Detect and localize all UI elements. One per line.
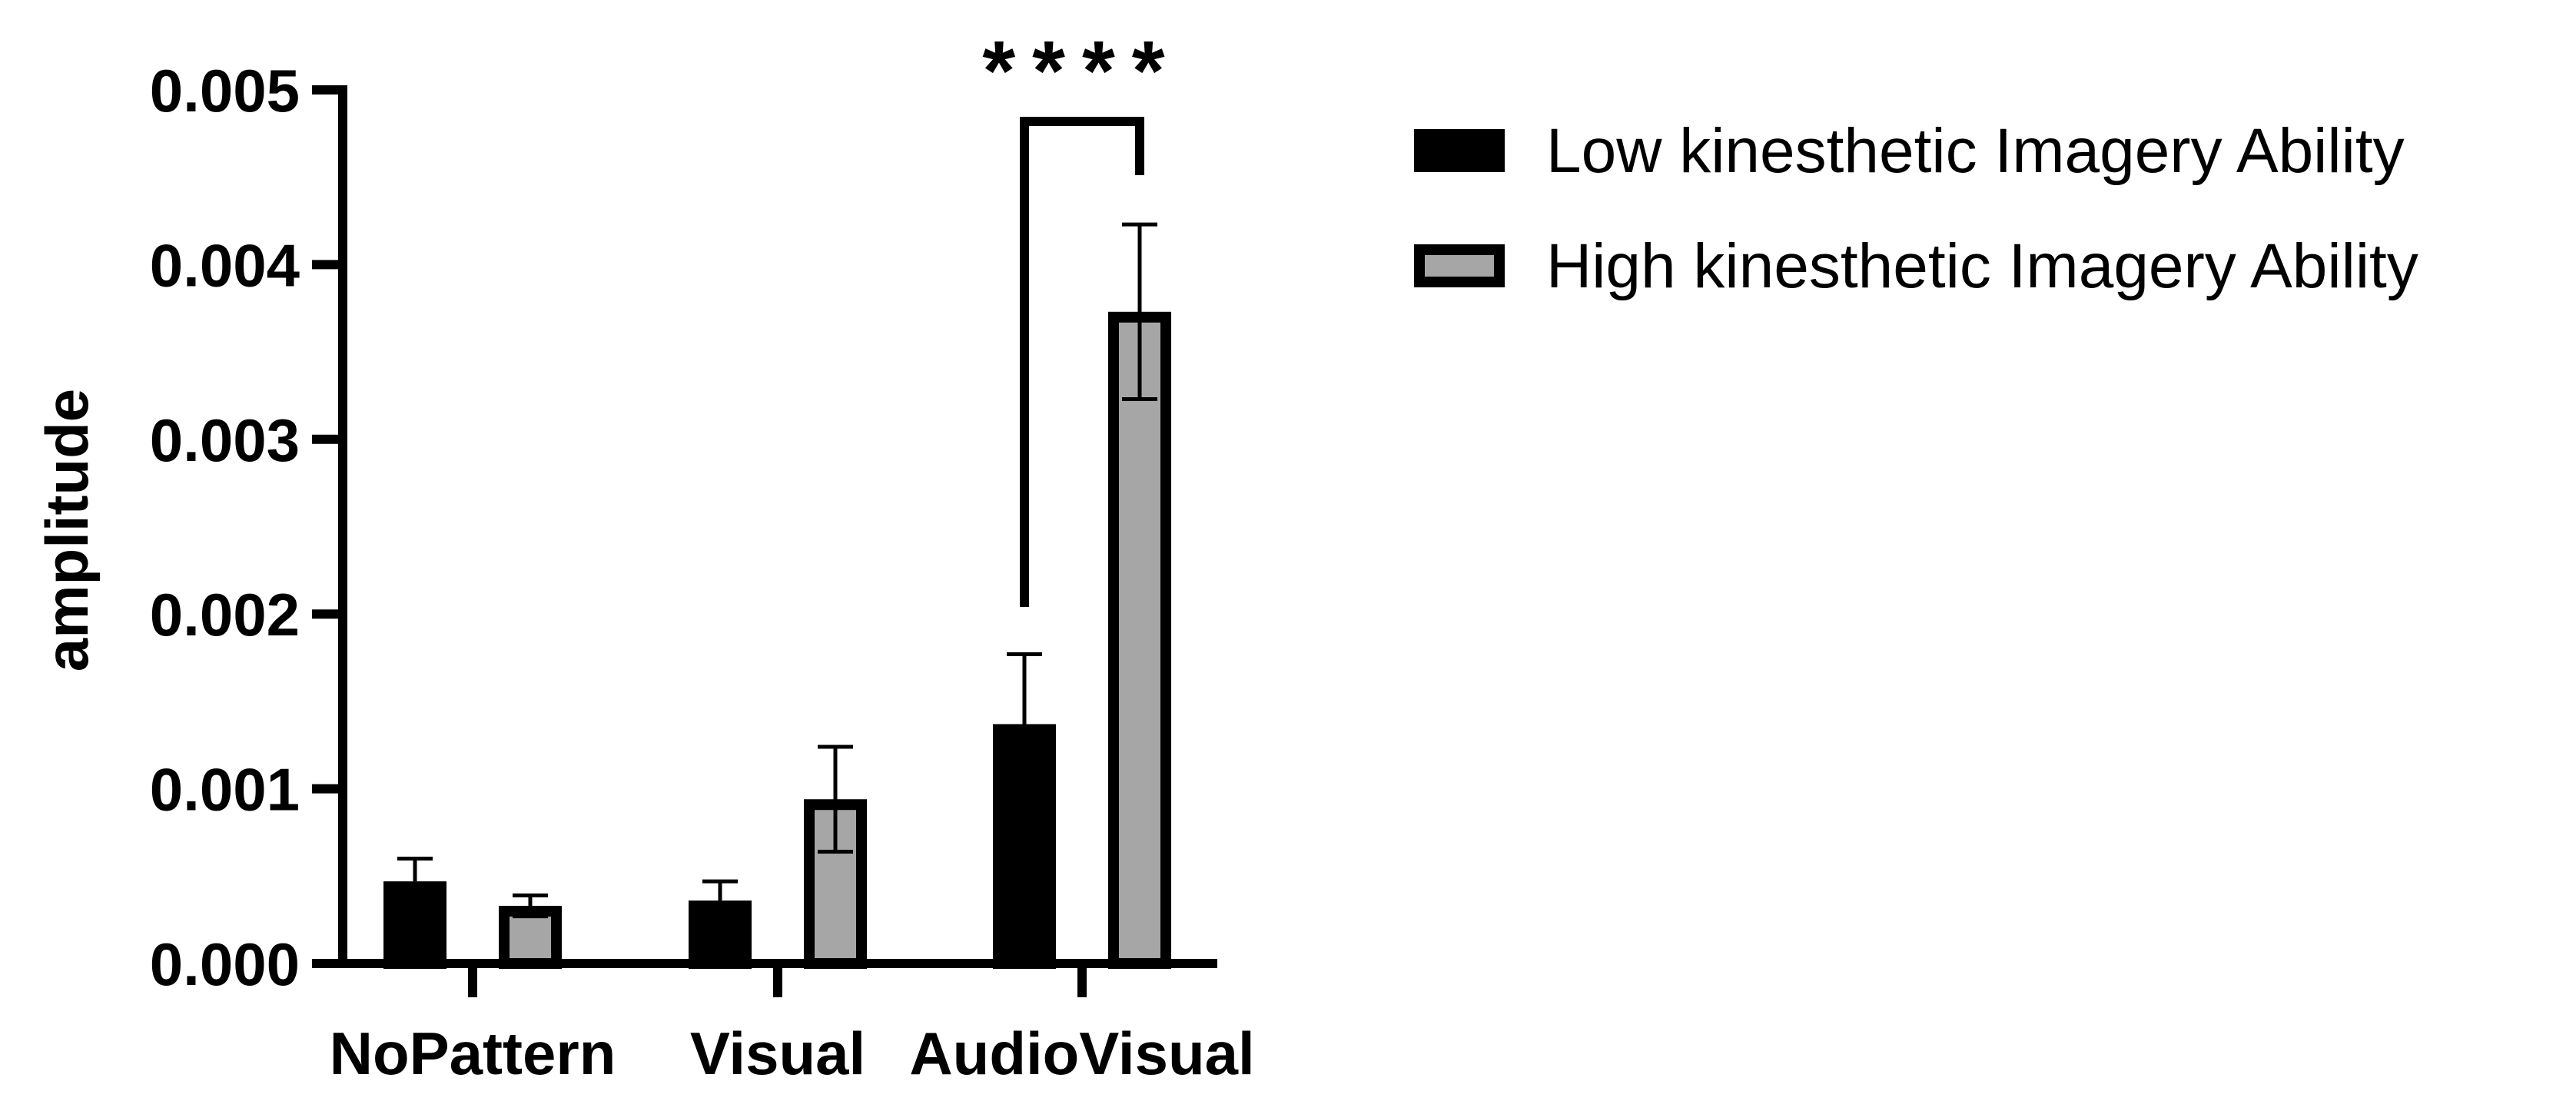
- bar-high: [499, 905, 562, 970]
- legend-label: High kinesthetic Imagery Ability: [1546, 231, 2418, 301]
- axes: 0.000 0.001 0.002 0.003 0.004 0.005 NoPattern V…: [150, 57, 1255, 1087]
- legend-swatch-low: [1414, 129, 1505, 172]
- legend-label: Low kinesthetic Imagery Ability: [1546, 116, 2405, 186]
- x-tick-label: NoPattern: [330, 1020, 616, 1087]
- x-tick-label: Visual: [690, 1020, 865, 1087]
- y-tick-label: 0.001: [150, 756, 300, 824]
- legend-swatch-high: [1414, 244, 1505, 287]
- legend: Low kinesthetic Imagery Ability High kine…: [1414, 116, 2418, 301]
- y-tick-label: 0.000: [150, 930, 300, 998]
- x-tick-label: AudioVisual: [909, 1020, 1254, 1087]
- significance-stars: ****: [982, 24, 1181, 118]
- significance-annotation: ****: [982, 24, 1181, 607]
- bar-high: [1108, 311, 1171, 970]
- bars: [383, 311, 1171, 970]
- y-tick-label: 0.002: [150, 581, 300, 648]
- bar-low: [689, 900, 752, 969]
- significance-bracket: [1020, 117, 1144, 607]
- y-tick-label: 0.004: [150, 231, 300, 299]
- bar-low: [993, 724, 1056, 969]
- y-axis-label: amplitude: [33, 389, 101, 672]
- y-tick-label: 0.003: [150, 406, 300, 474]
- y-tick-label: 0.005: [150, 57, 300, 124]
- bar-low: [383, 881, 446, 969]
- error-bars: [397, 222, 1157, 919]
